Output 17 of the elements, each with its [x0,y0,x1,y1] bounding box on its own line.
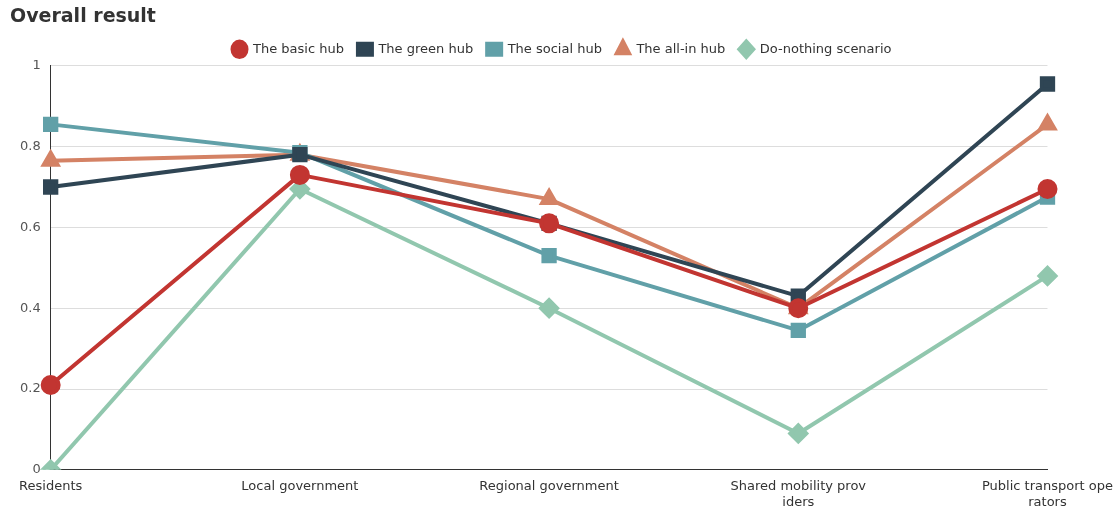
legend-label: The all-in hub [635,40,726,56]
legend-label: The basic hub [252,40,344,56]
legend-label: Do-nothing scenario [759,40,892,56]
x-tick-label: Public transport operators [981,477,1113,509]
x-tick-label: Residents [19,477,83,493]
y-tick-label: 1 [32,57,41,73]
x-tick-label: Local government [241,477,359,493]
y-tick-label: 0 [32,461,41,477]
legend-label: The green hub [377,40,474,56]
y-tick-label: 0.8 [19,137,41,153]
y-tick-label: 0.4 [19,299,41,315]
legend-label: The social hub [506,40,602,56]
y-tick-label: 0.2 [19,380,41,396]
chart-title: Overall result [10,4,156,27]
x-tick-label: Regional government [479,477,619,493]
y-tick-label: 0.6 [19,218,41,234]
x-tick-label: Shared mobility providers [730,477,867,509]
